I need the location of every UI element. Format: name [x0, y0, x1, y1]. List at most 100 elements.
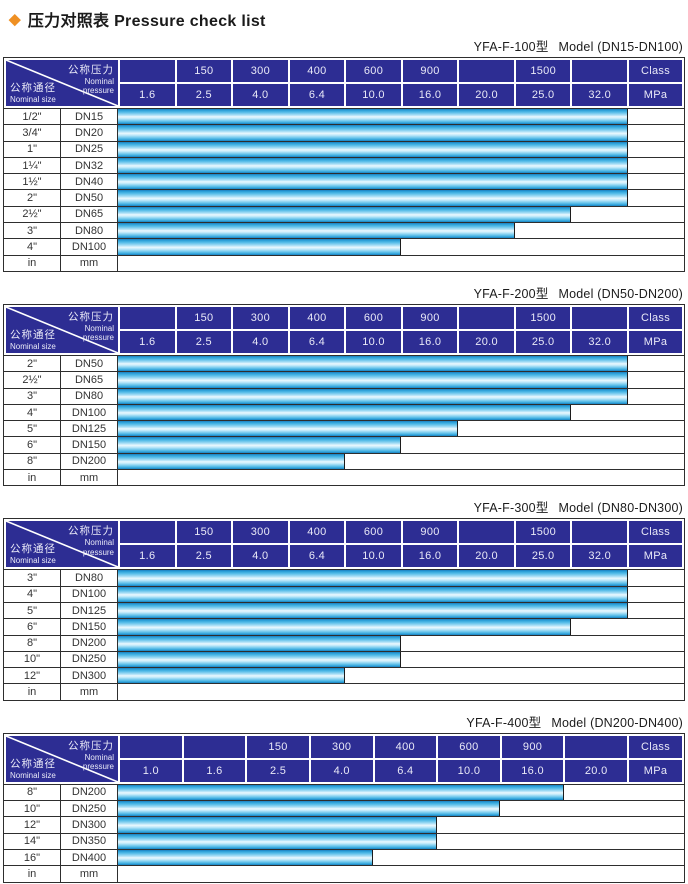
class-unit-header: Class	[629, 60, 682, 82]
units-mm-cell: mm	[60, 255, 118, 271]
size-cell: 5"	[26, 604, 38, 617]
pressure-range-bar	[118, 404, 572, 421]
diagonal-divider	[6, 307, 118, 353]
class-value-header	[120, 306, 175, 329]
class-value-header: 600	[438, 735, 500, 758]
table-row: 1½" DN40	[4, 173, 684, 190]
mpa-value-header: 4.0	[310, 759, 373, 782]
size-cell: 2"	[26, 357, 38, 370]
model-name: YFA-F-300型	[473, 501, 549, 516]
table-subtitle: YFA-F-400型 Model (DN200-DN400)	[3, 702, 685, 733]
table-row: 3" DN80	[4, 222, 684, 239]
mpa-unit-header: MPa	[629, 545, 682, 568]
nominal-pressure-zh: 公称压力	[68, 310, 114, 323]
pressure-range-bar	[118, 668, 345, 684]
units-row: in mm	[4, 683, 684, 700]
table-row: 3" DN80	[4, 569, 684, 586]
table-row: 14" DN350	[4, 832, 684, 849]
size-cell: 2½"	[22, 373, 42, 386]
bar-track	[118, 602, 684, 619]
pressure-range-bar	[118, 109, 628, 125]
class-value-header: 900	[402, 60, 458, 82]
mpa-value-header: 6.4	[374, 759, 437, 782]
bar-track	[118, 651, 684, 668]
units-in-cell: in	[27, 867, 37, 880]
mpa-value-header: 1.0	[120, 759, 182, 782]
mpa-unit-header: MPa	[629, 84, 682, 106]
class-value-header	[572, 521, 627, 544]
class-value-header: 400	[289, 521, 345, 544]
bar-track	[118, 125, 684, 141]
mpa-value-header: 25.0	[515, 545, 571, 568]
mpa-value-header: 20.0	[459, 330, 514, 353]
class-value-header: 150	[247, 735, 309, 758]
class-unit-header: Class	[629, 521, 682, 544]
pressure-range-bar	[118, 141, 628, 157]
size-cell: 8"	[26, 786, 38, 799]
size-cell: 4"	[26, 406, 38, 419]
pressure-range-bar	[118, 801, 501, 817]
nominal-size-zh: 公称通径	[10, 543, 56, 556]
nominal-pressure-label: 公称压力 Nominal pressure	[68, 62, 114, 95]
class-value-header: 1500	[515, 306, 571, 329]
bar-track	[118, 190, 684, 206]
table-header: 公称压力 Nominal pressure 公称通径 Nominal size 150 30…	[4, 58, 684, 108]
corner-header-cell: 公称压力 Nominal pressure 公称通径 Nominal size	[6, 521, 118, 568]
mpa-value-header: 4.0	[233, 545, 288, 568]
table-row: 3" DN80	[4, 387, 684, 404]
pressure-range-bar	[118, 849, 373, 866]
bar-track	[118, 570, 684, 586]
size-cell: 8"	[26, 455, 38, 468]
dn-cell: DN150	[60, 437, 118, 453]
pressure-range-bar	[118, 635, 402, 651]
mpa-value-header: 2.5	[176, 84, 232, 106]
table-row: 5" DN125	[4, 420, 684, 437]
bar-track	[118, 404, 684, 421]
nominal-size-zh: 公称通径	[10, 81, 56, 94]
mpa-value-header: 10.0	[346, 545, 401, 568]
nominal-pressure-en2: pressure	[82, 333, 114, 343]
nominal-size-label: 公称通径 Nominal size	[10, 80, 56, 104]
nominal-pressure-zh: 公称压力	[68, 739, 114, 752]
table-subtitle: YFA-F-300型 Model (DN80-DN300)	[3, 487, 685, 518]
units-mm-cell: mm	[60, 684, 118, 700]
mpa-value-header: 1.6	[183, 759, 246, 782]
class-value-header: 600	[346, 521, 401, 544]
mpa-value-header: 16.0	[402, 84, 458, 106]
pressure-table: 公称压力 Nominal pressure 公称通径 Nominal size 150 30…	[3, 303, 685, 487]
pressure-range-bar	[118, 388, 628, 404]
size-cell: 3"	[26, 390, 38, 403]
table-row: 8" DN200	[4, 452, 684, 470]
diamond-icon: ◆	[9, 10, 21, 28]
pressure-range-bar	[118, 206, 572, 223]
table-header: 公称压力 Nominal pressure 公称通径 Nominal size 150 30…	[4, 519, 684, 570]
pressure-range-bar	[118, 190, 628, 206]
units-row: in mm	[4, 469, 684, 486]
size-cell: 16"	[23, 851, 41, 864]
bar-track	[118, 619, 684, 635]
table-row: 5" DN125	[4, 601, 684, 619]
mpa-value-header: 2.5	[176, 545, 232, 568]
pressure-table-section: YFA-F-100型 Model (DN15-DN100) 公称压力 Nominal p…	[3, 36, 685, 272]
bar-track	[118, 239, 684, 255]
mpa-value-header: 20.0	[459, 545, 514, 568]
nominal-pressure-en1: Nominal	[84, 752, 114, 762]
table-row: 12" DN300	[4, 816, 684, 833]
table-row: 6" DN150	[4, 618, 684, 635]
class-value-header	[459, 306, 514, 329]
pressure-range-bar	[118, 372, 628, 388]
class-value-header: 150	[176, 521, 232, 544]
table-header: 公称压力 Nominal pressure 公称通径 Nominal size 150 30…	[4, 733, 684, 784]
nominal-size-label: 公称通径 Nominal size	[10, 541, 56, 565]
bar-track	[118, 141, 684, 157]
table-row: 16" DN400	[4, 848, 684, 866]
nominal-size-en: Nominal size	[10, 770, 56, 780]
mpa-value-header: 16.0	[402, 545, 458, 568]
diagonal-divider	[6, 521, 118, 567]
table-row: 2½" DN65	[4, 371, 684, 388]
empty-track	[118, 684, 684, 700]
table-row: 8" DN200	[4, 634, 684, 651]
size-cell: 4"	[26, 588, 38, 601]
table-row: 1¼" DN32	[4, 156, 684, 174]
mpa-value-header: 4.0	[233, 84, 288, 106]
